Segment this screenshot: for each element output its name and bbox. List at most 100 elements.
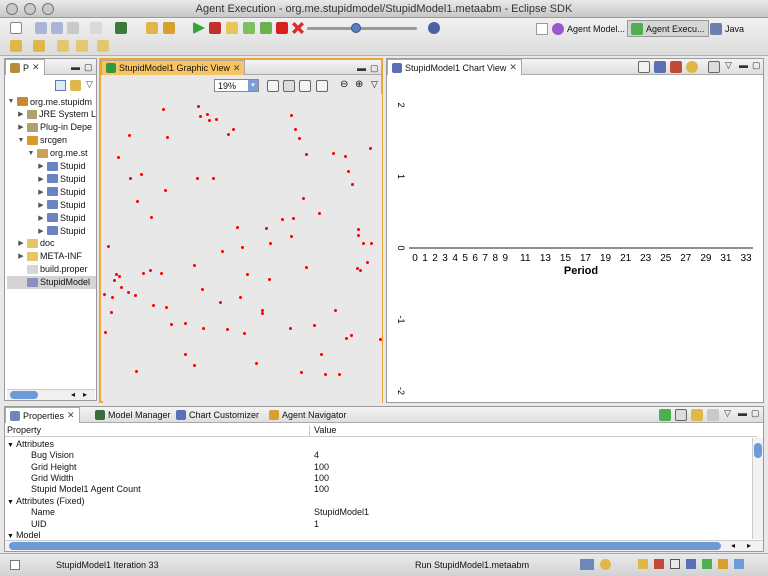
scroll-left-icon[interactable]: ◂ [731, 541, 736, 550]
close-window-button[interactable] [6, 3, 18, 15]
open-perspective-icon[interactable] [536, 23, 548, 35]
scroll-left-icon[interactable]: ◂ [71, 390, 76, 399]
view-menu-icon[interactable]: ▽ [86, 79, 93, 89]
scatter-chart-icon[interactable] [638, 61, 650, 73]
zoom-in-icon[interactable]: ⊕ [355, 79, 364, 90]
fit-icon[interactable] [267, 80, 279, 92]
pause-icon[interactable] [226, 22, 238, 34]
chevron-down-icon[interactable]: ▾ [248, 80, 258, 91]
tab-package-explorer[interactable]: P ✕ [5, 59, 45, 75]
collapsed-icon[interactable]: ▶ [38, 175, 44, 183]
tree-item[interactable]: ▼ org.me.stupidm [7, 95, 96, 108]
scrollbar-thumb[interactable] [754, 443, 762, 458]
agent-grid-canvas[interactable] [103, 94, 382, 403]
tab-chart-customizer[interactable]: Chart Customizer [172, 407, 263, 423]
collapsed-icon[interactable]: ▶ [38, 163, 44, 170]
tab-chart-view[interactable]: StupidModel1 Chart View ✕ [387, 59, 522, 75]
undo-icon[interactable] [90, 22, 102, 34]
vertical-scrollbar[interactable] [752, 438, 763, 539]
tree-item[interactable]: ▼ srcgen [7, 134, 96, 147]
perspective-agent-execution[interactable]: Agent Execu... [627, 20, 709, 37]
speed-slider[interactable] [307, 23, 417, 33]
scrollbar-thumb[interactable] [9, 542, 721, 550]
tab-agent-navigator[interactable]: Agent Navigator [265, 407, 351, 423]
property-value[interactable]: 100 [314, 461, 330, 472]
property-value[interactable]: 100 [314, 484, 330, 495]
fast-view-2-icon[interactable] [654, 559, 664, 569]
minimize-icon[interactable]: ▬ [71, 62, 80, 72]
perspective-java[interactable]: Java [706, 20, 748, 37]
fit-height-icon[interactable] [299, 80, 311, 92]
restore-default-icon[interactable] [707, 409, 719, 421]
step-forward-icon[interactable] [260, 22, 272, 34]
property-column-header[interactable]: Property [5, 425, 310, 436]
view-menu-icon[interactable]: ▽ [371, 79, 378, 89]
zoom-out-icon[interactable]: ⊖ [340, 79, 349, 90]
collapsed-icon[interactable]: ▶ [38, 227, 44, 235]
fast-view-7-icon[interactable] [734, 559, 744, 569]
text-chart-icon[interactable] [708, 61, 720, 73]
show-advanced-icon[interactable] [691, 409, 703, 421]
agent-wizard-icon[interactable] [115, 22, 127, 34]
property-row[interactable]: Name StupidModel1 [5, 506, 757, 518]
tab-graphic-view[interactable]: StupidModel1 Graphic View ✕ [101, 60, 246, 75]
tab-properties[interactable]: Properties ✕ [5, 407, 80, 423]
property-value[interactable]: 100 [314, 472, 330, 483]
zoom-window-button[interactable] [42, 3, 54, 15]
stop-icon[interactable] [276, 22, 288, 34]
property-row[interactable]: UID 1 [5, 518, 757, 530]
progress-icon[interactable] [580, 559, 594, 570]
expanded-icon[interactable]: ▼ [7, 441, 14, 449]
fit-width-icon[interactable] [283, 80, 295, 92]
property-value[interactable]: StupidModel1 [314, 507, 370, 518]
pin-icon[interactable] [659, 409, 671, 421]
horizontal-scrollbar[interactable]: ◂ ▸ [7, 389, 95, 400]
bar-chart-icon[interactable] [670, 61, 682, 73]
minimize-window-button[interactable] [24, 3, 36, 15]
tools-icon[interactable] [163, 22, 175, 34]
fast-view-1-icon[interactable] [638, 559, 648, 569]
close-icon[interactable]: ✕ [232, 62, 241, 73]
save-icon[interactable] [35, 22, 47, 34]
tree-item[interactable]: ▼ org.me.st [7, 147, 96, 160]
tree-item[interactable]: ▶ Stupid [7, 172, 96, 185]
tab-model-manager[interactable]: Model Manager [91, 407, 175, 423]
tree-item[interactable]: ▶ Stupid [7, 198, 96, 211]
view-menu-icon[interactable]: ▽ [725, 60, 732, 70]
maximize-icon[interactable]: ▢ [84, 62, 93, 72]
tree-item[interactable]: build.proper [7, 263, 96, 276]
property-group-row[interactable]: ▼ Attributes [5, 438, 757, 450]
property-value[interactable]: 1 [314, 518, 320, 529]
tree-item[interactable]: ▶ Stupid [7, 224, 96, 237]
collapsed-icon[interactable]: ▶ [38, 214, 44, 222]
globe-icon[interactable] [428, 22, 440, 34]
minimize-icon[interactable]: ▬ [738, 408, 747, 418]
fast-view-icon[interactable] [10, 560, 20, 570]
history-back-icon[interactable] [76, 40, 88, 52]
property-row[interactable]: Grid Height 100 [5, 461, 757, 473]
close-icon[interactable]: ✕ [32, 62, 40, 72]
close-icon[interactable]: ✕ [67, 410, 75, 420]
property-row[interactable]: Stupid Model1 Agent Count 100 [5, 484, 757, 496]
back-icon[interactable] [57, 40, 69, 52]
tree-item[interactable]: ▶ Stupid [7, 160, 96, 173]
fast-view-4-icon[interactable] [686, 559, 696, 569]
minimize-icon[interactable]: ▬ [739, 60, 748, 70]
collapsed-icon[interactable]: ▶ [18, 240, 24, 248]
fast-view-6-icon[interactable] [718, 559, 728, 569]
progress-view-icon[interactable] [600, 559, 611, 570]
maximize-icon[interactable]: ▢ [752, 60, 761, 70]
expanded-icon[interactable]: ▼ [17, 136, 25, 144]
scroll-right-icon[interactable]: ▸ [747, 541, 752, 550]
expanded-icon[interactable]: ▼ [7, 532, 14, 538]
tree-item[interactable]: ▶ doc [7, 237, 96, 250]
step-icon[interactable] [243, 22, 255, 34]
terminate-icon[interactable] [292, 22, 304, 34]
pie-chart-icon[interactable] [686, 61, 698, 73]
fit-page-icon[interactable] [316, 80, 328, 92]
collapse-all-icon[interactable] [55, 80, 66, 91]
perspective-agent-model[interactable]: Agent Model... [548, 20, 629, 37]
tree-item[interactable]: ▶ Plug-in Depe [7, 121, 96, 134]
fast-view-3-icon[interactable] [670, 559, 680, 569]
show-categories-icon[interactable] [675, 409, 687, 421]
